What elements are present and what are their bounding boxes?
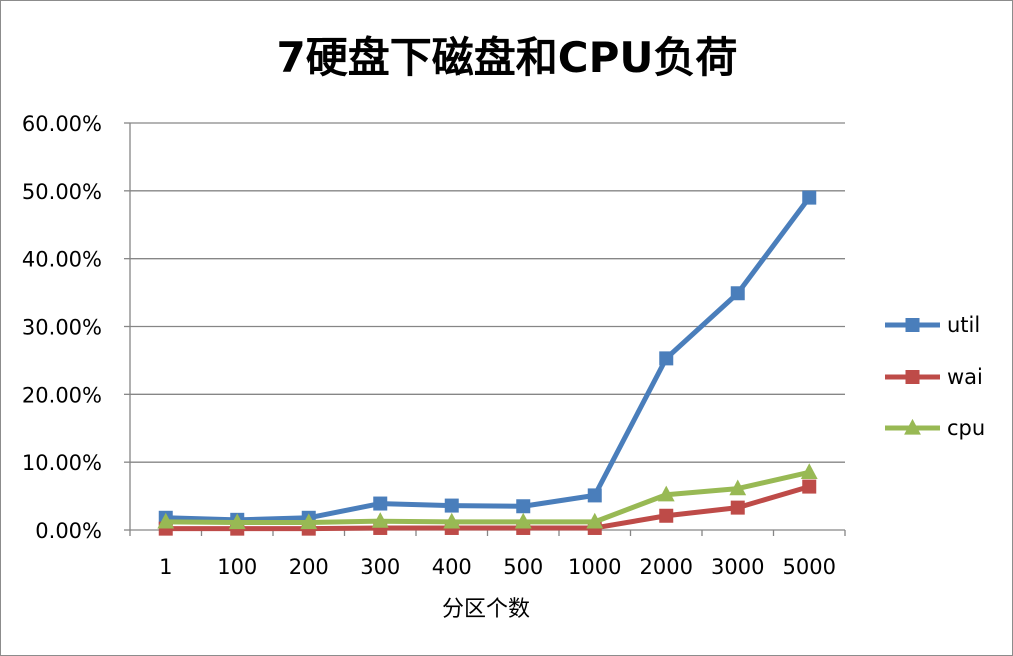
- series-util: [158, 190, 817, 527]
- y-tick-label: 40.00%: [22, 248, 102, 272]
- data-point: [587, 488, 602, 503]
- legend-item-util: util: [885, 313, 980, 337]
- chart-title: 7硬盘下磁盘和CPU负荷: [277, 33, 738, 82]
- x-tick-label: 400: [432, 555, 472, 579]
- axes: 0.00% 10.00% 20.00% 30.00% 40.00% 50.00% 60.00…: [22, 112, 846, 579]
- data-point: [157, 512, 175, 529]
- legend-label: util: [947, 313, 980, 337]
- data-point: [371, 512, 389, 528]
- data-point: [228, 513, 246, 530]
- data-point: [659, 508, 674, 523]
- data-point: [444, 498, 459, 513]
- data-point: [300, 513, 318, 530]
- legend-marker: [904, 418, 921, 435]
- x-tick-label: 2000: [640, 555, 693, 579]
- series-cpu: [157, 463, 818, 530]
- y-tick-label: 30.00%: [22, 316, 102, 340]
- x-tick-label: 1: [159, 555, 172, 579]
- data-point: [802, 190, 817, 205]
- series-line: [163, 195, 812, 523]
- legend-item-wai: wai: [885, 365, 983, 389]
- legend: util wai cpu: [885, 313, 985, 440]
- legend-label: wai: [947, 365, 983, 389]
- x-tick-label: 1000: [568, 555, 621, 579]
- legend-marker: [905, 318, 920, 332]
- data-point: [729, 479, 747, 496]
- series-line: [163, 469, 812, 526]
- data-point: [800, 463, 818, 479]
- legend-item-cpu: cpu: [885, 416, 985, 440]
- data-series: [157, 190, 818, 536]
- y-tick-label: 20.00%: [22, 383, 102, 407]
- x-tick-label: 3000: [711, 555, 764, 579]
- data-point: [802, 479, 817, 494]
- x-tick-label: 300: [360, 555, 400, 579]
- data-point: [586, 512, 604, 529]
- y-tick-label: 10.00%: [22, 451, 102, 475]
- x-tick-label: 5000: [783, 555, 836, 579]
- data-point: [514, 512, 532, 529]
- x-tick-label: 500: [503, 555, 543, 579]
- data-point: [373, 496, 388, 511]
- data-point: [657, 485, 675, 502]
- y-tick-label: 60.00%: [22, 112, 102, 136]
- x-axis-title: 分区个数: [442, 597, 530, 622]
- x-tick-label: 100: [217, 555, 257, 579]
- y-tick-label: 0.00%: [35, 519, 102, 543]
- data-point: [659, 351, 674, 366]
- data-point: [443, 512, 461, 529]
- data-point: [730, 286, 745, 301]
- series-line: [163, 484, 812, 532]
- y-tick-label: 50.00%: [22, 180, 102, 204]
- gridlines: [130, 122, 845, 463]
- data-point: [730, 500, 745, 515]
- x-tick-label: 200: [289, 555, 329, 579]
- legend-marker: [905, 370, 920, 384]
- legend-label: cpu: [947, 416, 985, 440]
- data-point: [516, 499, 531, 514]
